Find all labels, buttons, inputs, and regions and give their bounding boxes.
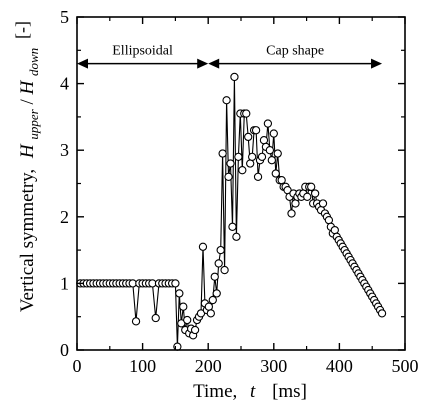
y-tick-label: 1 xyxy=(60,273,69,293)
x-tick-label: 100 xyxy=(129,356,156,376)
data-point xyxy=(377,309,387,318)
axes: 0 100 200 300 400 500 0 1 2 3 4 5 xyxy=(60,7,419,376)
data-point xyxy=(232,232,241,241)
y-unit-label: [-] xyxy=(12,21,32,39)
y-axis-title-prefix: Vertical symmetry, xyxy=(17,169,38,312)
data-point xyxy=(253,172,263,181)
y-tick-label: 0 xyxy=(60,340,69,360)
x-tick-label: 0 xyxy=(73,356,82,376)
data-point xyxy=(234,152,243,162)
data-point xyxy=(259,136,269,145)
x-tick-label: 500 xyxy=(392,356,419,376)
annotation-arrowhead-left xyxy=(208,58,220,69)
data-point xyxy=(244,132,253,142)
data-point xyxy=(230,72,239,82)
data-point xyxy=(267,156,276,165)
data-point xyxy=(218,149,227,158)
data-point xyxy=(271,169,280,178)
x-axis-title-prefix: Time, xyxy=(193,381,237,402)
series-line xyxy=(80,76,383,347)
annotation-arrowhead-right xyxy=(197,58,209,69)
data-point xyxy=(310,189,320,198)
data-point xyxy=(228,222,237,231)
data-point xyxy=(198,242,208,251)
data-point xyxy=(307,182,316,191)
data-point xyxy=(242,109,251,118)
data-point xyxy=(212,289,221,298)
y-axis-title: Vertical symmetry, H upper / H down xyxy=(17,48,43,312)
annotation-label: Ellipsoidal xyxy=(112,44,173,59)
data-point xyxy=(257,152,267,162)
y-axis-title-sub1: upper xyxy=(26,108,41,139)
y-tick-label: 4 xyxy=(60,74,69,94)
data-point xyxy=(224,172,233,181)
data-point xyxy=(175,289,184,298)
data-point xyxy=(303,192,312,201)
x-axis-title-var: t xyxy=(250,381,256,402)
annotation-arrowhead-right xyxy=(371,58,383,69)
data-point xyxy=(269,129,278,138)
y-tick-label: 3 xyxy=(60,140,69,160)
y-axis-title-var1: H xyxy=(17,143,38,159)
x-tick-label: 400 xyxy=(326,356,353,376)
data-point xyxy=(291,199,300,208)
data-point xyxy=(265,146,275,155)
data-point xyxy=(179,302,188,311)
data-point xyxy=(208,295,217,305)
data-point xyxy=(171,279,180,288)
data-point xyxy=(190,325,200,335)
data-point xyxy=(214,259,223,268)
data-point xyxy=(238,166,247,175)
annotation-arrowhead-left xyxy=(77,58,88,69)
y-axis-title-sep: / xyxy=(17,99,38,105)
data-point xyxy=(330,225,339,235)
data-point xyxy=(246,159,255,168)
x-tick-label: 300 xyxy=(260,356,287,376)
y-axis-title-sub2: down xyxy=(26,48,41,76)
data-point xyxy=(206,309,215,318)
data-point xyxy=(251,126,261,135)
plot-frame xyxy=(76,16,406,351)
x-axis-title: Time, t [ms] xyxy=(193,381,307,402)
y-axis-title-var2: H xyxy=(17,79,38,95)
data-point xyxy=(248,152,257,162)
x-axis-title-unit: [ms] xyxy=(272,381,307,402)
y-tick-label: 5 xyxy=(60,7,69,27)
data-point xyxy=(222,96,231,105)
data-point xyxy=(220,265,229,275)
x-tick-label: 200 xyxy=(195,356,222,376)
data-point xyxy=(318,199,328,208)
data-point xyxy=(226,159,235,168)
data-point xyxy=(151,313,160,323)
data-point xyxy=(287,209,296,218)
data-point xyxy=(183,315,192,325)
data-point xyxy=(210,272,219,281)
data-point xyxy=(324,215,334,225)
data-point xyxy=(273,149,282,158)
data-point xyxy=(277,176,286,185)
data-point xyxy=(204,302,214,311)
data-marks xyxy=(76,72,387,351)
data-point xyxy=(263,119,273,128)
annotation-label: Cap shape xyxy=(266,44,324,59)
data-point xyxy=(131,317,141,326)
annotations: Ellipsoidal Cap shape xyxy=(77,44,383,69)
y-tick-label: 2 xyxy=(60,207,69,227)
data-point xyxy=(216,245,225,255)
